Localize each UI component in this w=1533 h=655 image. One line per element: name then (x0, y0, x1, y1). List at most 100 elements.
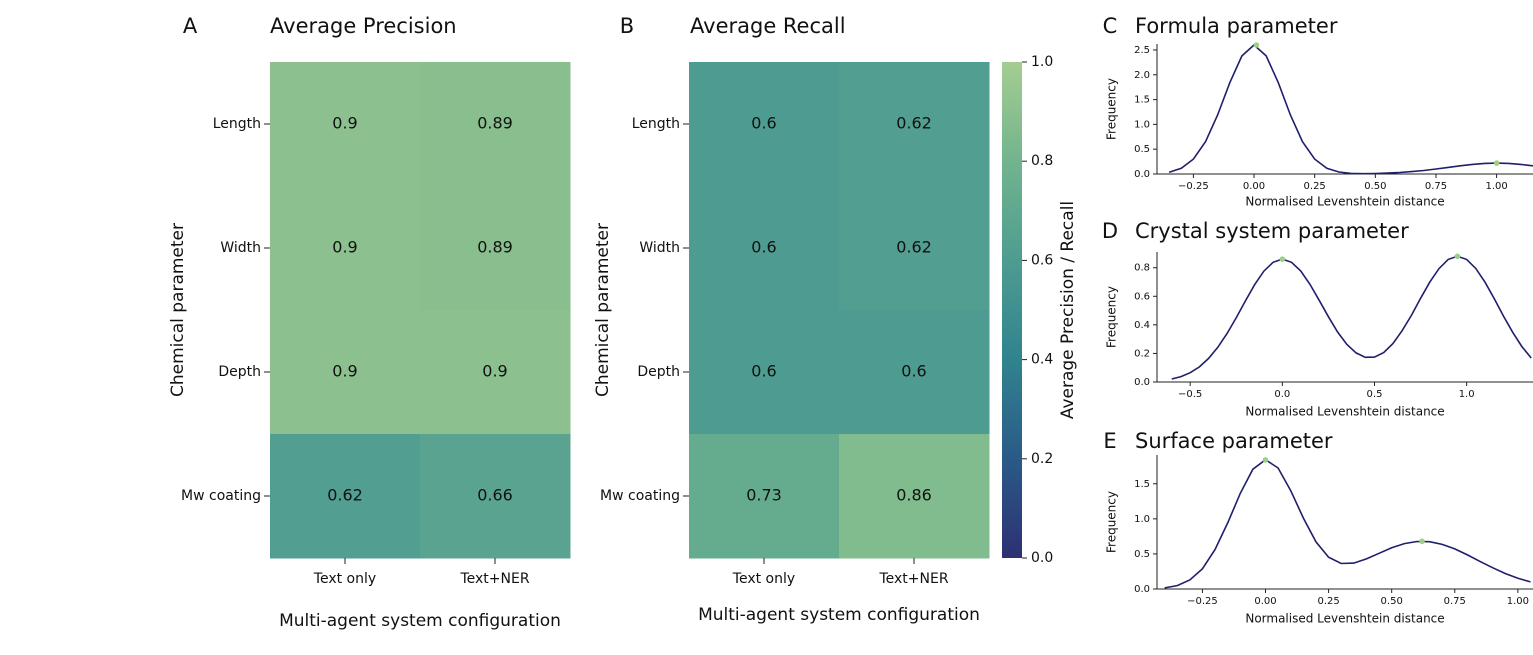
colorbar-tick-label: 0.8 (1031, 153, 1053, 169)
cell-label: 0.6 (751, 362, 776, 381)
y-tick-label: Width (220, 240, 261, 256)
heatmap-cell (270, 186, 421, 311)
cell-label: 0.89 (477, 114, 513, 133)
y-tick-label: 0.0 (1134, 169, 1150, 180)
chart-title: Surface parameter (1135, 429, 1333, 453)
cell-label: 0.6 (751, 114, 776, 133)
chart-title: Average Precision (270, 14, 457, 38)
colorbar-tick-label: 0.6 (1031, 252, 1053, 268)
y-tick-label: 0.6 (1134, 291, 1150, 302)
colorbar-tick-label: 0.4 (1031, 352, 1053, 368)
cell-label: 0.86 (896, 486, 932, 505)
y-tick-label: 1.0 (1134, 514, 1150, 525)
cell-label: 0.62 (896, 238, 932, 257)
heatmap-cell (270, 62, 421, 187)
colorbar-tick-label: 0.2 (1031, 451, 1053, 467)
x-tick-label: 0.50 (1381, 596, 1403, 607)
y-tick-label: 0.5 (1134, 549, 1150, 560)
peak-marker (1419, 538, 1425, 545)
x-tick-label: 0.25 (1317, 596, 1339, 607)
peak-marker (1262, 457, 1269, 463)
cell-label: 0.6 (901, 362, 926, 381)
cell-label: 0.6 (751, 238, 776, 257)
x-tick-label: 0.50 (1364, 181, 1386, 192)
cell-label: 0.62 (896, 114, 932, 133)
heatmap-cell (270, 310, 421, 435)
heatmap-cell (420, 186, 571, 311)
kde-line (1168, 43, 1533, 175)
y-tick-label: Depth (218, 364, 261, 380)
x-tick-label: 0.75 (1425, 181, 1447, 192)
panel-label: A (183, 14, 198, 38)
heatmap-cell (689, 434, 840, 559)
chart-title: Average Recall (690, 14, 846, 38)
y-axis-label: Frequency (1105, 78, 1119, 140)
x-tick-label: Text only (732, 571, 795, 587)
cell-label: 0.62 (327, 486, 363, 505)
x-tick-label: Text+NER (878, 571, 948, 587)
x-tick-label: 0.00 (1243, 181, 1265, 192)
x-axis-label: Normalised Levenshtein distance (1245, 405, 1444, 419)
x-tick-label: 1.0 (1459, 389, 1475, 400)
heatmap-cell (270, 434, 421, 559)
panel-label: D (1102, 219, 1118, 243)
chart-title: Formula parameter (1135, 14, 1338, 38)
panel-label: C (1103, 14, 1118, 38)
panel-label: B (620, 14, 634, 38)
kde-line (1164, 458, 1531, 589)
x-tick-label: −0.25 (1178, 181, 1209, 192)
y-axis-label: Chemical parameter (593, 223, 613, 397)
x-tick-label: 1.00 (1485, 181, 1507, 192)
heatmap-cell (839, 62, 990, 187)
cell-label: 0.73 (746, 486, 782, 505)
y-tick-label: 0.2 (1134, 348, 1150, 359)
cell-label: 0.9 (482, 362, 507, 381)
panel-label: E (1103, 429, 1116, 453)
colorbar-label: Average Precision / Recall (1058, 201, 1078, 419)
y-axis-label: Frequency (1105, 491, 1119, 553)
y-tick-label: 1.5 (1134, 95, 1150, 106)
cell-label: 0.89 (477, 238, 513, 257)
y-tick-label: 2.5 (1134, 45, 1150, 56)
x-tick-label: 0.00 (1254, 596, 1276, 607)
chart-title: Crystal system parameter (1135, 219, 1409, 243)
x-tick-label: 1.00 (1507, 596, 1529, 607)
peak-marker (1454, 253, 1461, 260)
y-tick-label: 0.8 (1134, 263, 1150, 274)
heatmap-cell (689, 310, 840, 435)
heatmap-cell (420, 310, 571, 435)
y-tick-label: 0.4 (1134, 320, 1150, 331)
y-tick-label: Depth (637, 364, 680, 380)
y-tick-label: 1.0 (1134, 119, 1150, 130)
x-axis-label: Normalised Levenshtein distance (1245, 612, 1444, 626)
peak-marker (1493, 160, 1500, 166)
y-tick-label: 2.0 (1134, 70, 1150, 81)
peak-marker (1279, 256, 1286, 262)
heatmap-cell (420, 62, 571, 187)
x-axis-label: Multi-agent system configuration (698, 605, 980, 625)
y-tick-label: 1.5 (1134, 479, 1150, 490)
y-axis-label: Chemical parameter (168, 223, 188, 397)
heatmap-cell (420, 434, 571, 559)
heatmap-cell (689, 186, 840, 311)
x-tick-label: Text+NER (459, 571, 529, 587)
y-tick-label: Width (639, 240, 680, 256)
heatmap-cell (839, 310, 990, 435)
cell-label: 0.66 (477, 486, 513, 505)
x-tick-label: 0.0 (1274, 389, 1290, 400)
x-tick-label: −0.25 (1187, 596, 1218, 607)
heatmap-cell (689, 62, 840, 187)
cell-label: 0.9 (332, 362, 357, 381)
y-tick-label: 0.0 (1134, 584, 1150, 595)
y-tick-label: 0.0 (1134, 377, 1150, 388)
y-tick-label: Mw coating (181, 488, 261, 504)
heatmap-cell (839, 186, 990, 311)
colorbar (1002, 62, 1022, 558)
y-axis-label: Frequency (1105, 286, 1119, 348)
x-tick-label: 0.5 (1367, 389, 1383, 400)
x-axis-label: Normalised Levenshtein distance (1245, 195, 1444, 209)
x-tick-label: Text only (313, 571, 376, 587)
cell-label: 0.9 (332, 238, 357, 257)
colorbar-tick-label: 1.0 (1031, 54, 1053, 70)
